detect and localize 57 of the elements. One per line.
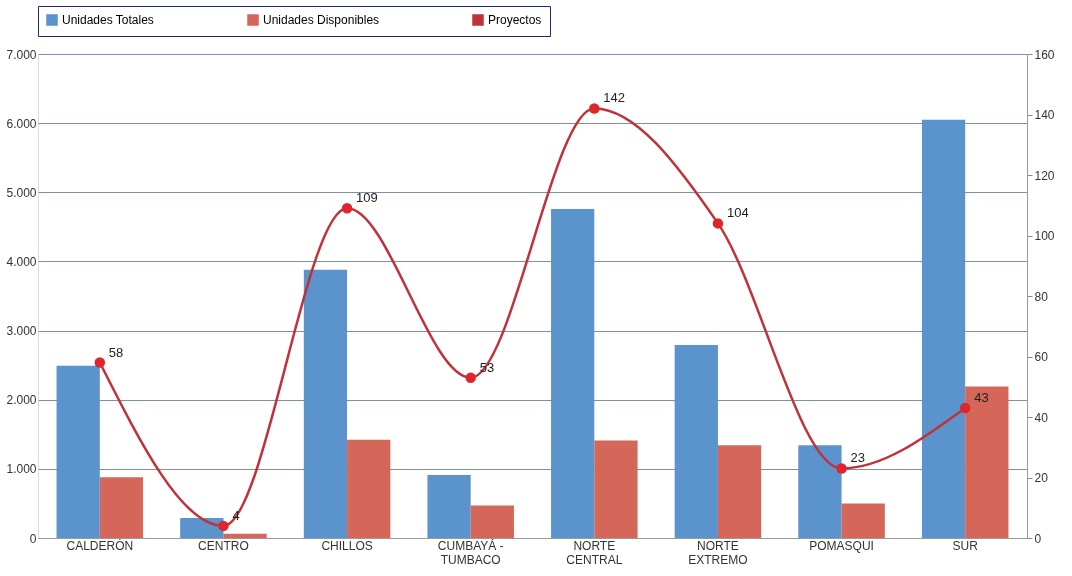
point	[94, 357, 106, 368]
bar	[551, 208, 595, 538]
point	[341, 203, 353, 214]
x-tick-label: CUMBAYÁ - TUMBACO	[437, 537, 504, 567]
legend-label: Unidades Disponibles	[263, 13, 380, 27]
x-tick-label: NORTE EXTREMO	[688, 538, 748, 567]
bar	[303, 269, 348, 538]
data-label: 43	[974, 389, 989, 405]
y2-tick-label: 0	[1034, 531, 1042, 546]
y-tick-label: 7.000	[6, 47, 37, 62]
legend-label: Proyectos	[488, 13, 542, 27]
bar	[347, 439, 391, 538]
x-tick-label: CENTRO	[198, 538, 249, 553]
data-label: 109	[356, 190, 378, 206]
bar	[798, 445, 842, 538]
y2-tick-label: 120	[1034, 168, 1055, 183]
point	[712, 218, 724, 229]
point	[836, 463, 847, 474]
bar	[56, 365, 100, 538]
y-tick-label: 3.000	[6, 324, 37, 339]
y2-tick-label: 20	[1034, 471, 1049, 485]
bar	[674, 345, 718, 538]
y2-tick-label: 80	[1034, 289, 1049, 304]
y2-tick-label: 160	[1034, 47, 1055, 62]
bar	[841, 503, 885, 538]
y-tick-label: 4.000	[6, 254, 37, 269]
bar	[594, 440, 638, 538]
bar	[99, 477, 144, 538]
data-label: 104	[726, 205, 749, 221]
y2-tick-label: 140	[1034, 108, 1055, 122]
x-tick-label: POMASQUI	[809, 538, 874, 553]
bar	[717, 445, 762, 538]
y-tick-label: 1.000	[6, 462, 37, 477]
x-tick-label: CHILLOS	[321, 538, 373, 553]
bar	[921, 119, 966, 538]
x-tick-label: CALDERÓN	[66, 537, 134, 553]
y2-tick-label: 60	[1034, 350, 1049, 364]
data-label: 23	[850, 450, 866, 466]
point	[589, 103, 600, 114]
point	[959, 402, 971, 414]
data-label: 58	[108, 344, 124, 360]
bar	[470, 505, 514, 538]
bar	[427, 475, 471, 538]
x-tick-label: SUR	[952, 538, 979, 553]
y-tick-label: 5.000	[6, 185, 37, 200]
bar	[965, 386, 1009, 538]
point	[218, 520, 229, 532]
data-label: 142	[603, 90, 626, 106]
y2-tick-label: 40	[1034, 410, 1049, 425]
y-tick-label: 6.000	[6, 116, 37, 131]
y-tick-label: 2.000	[6, 393, 37, 408]
point	[465, 372, 476, 383]
legend-label: Unidades Totales	[62, 13, 154, 27]
bar	[223, 533, 267, 538]
y2-tick-label: 100	[1034, 229, 1055, 243]
y-tick-label: 0	[29, 531, 37, 546]
x-tick-label: NORTE CENTRAL	[566, 538, 623, 567]
